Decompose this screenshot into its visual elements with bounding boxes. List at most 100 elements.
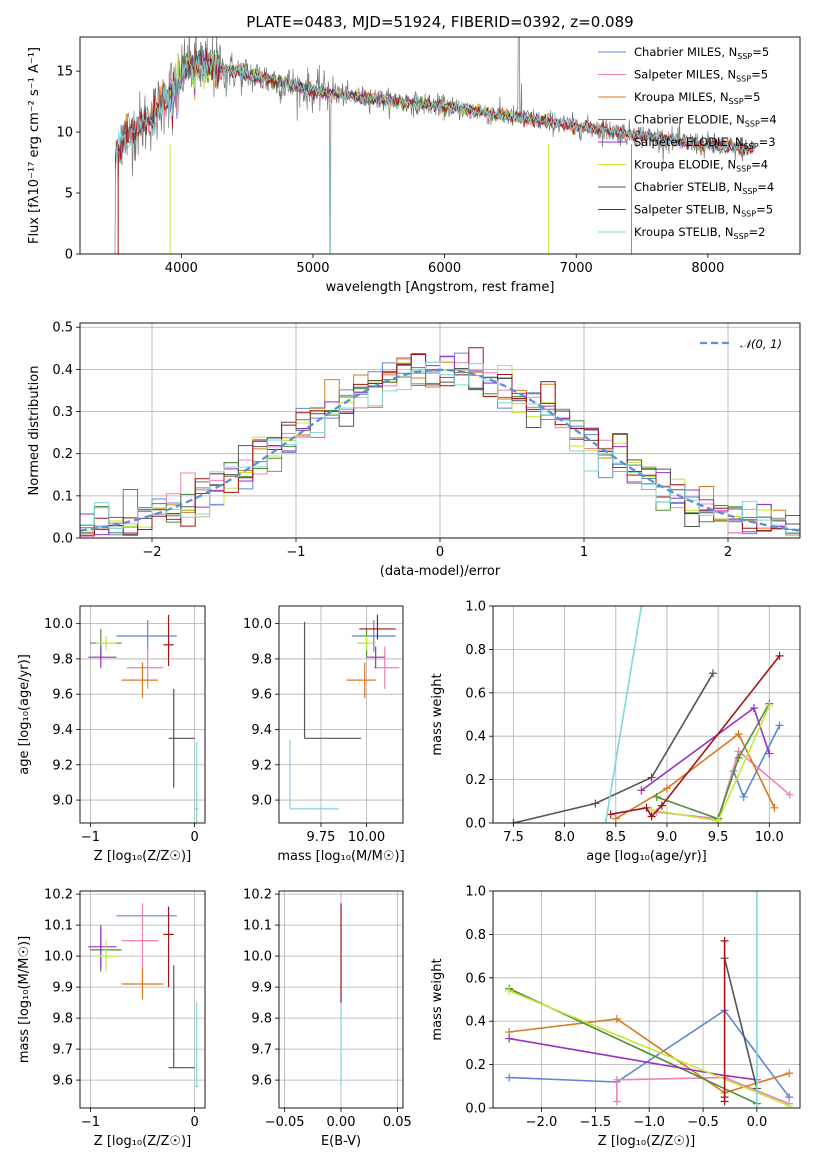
legend-entry: Kroupa STELIB, NSSP=2 bbox=[634, 225, 765, 241]
weight-marker bbox=[505, 1034, 514, 1043]
y-tick-label: 9.2 bbox=[52, 758, 73, 773]
y-tick-label: 0.1 bbox=[52, 489, 73, 504]
weight-marker bbox=[734, 753, 743, 762]
x-tick-label: 2 bbox=[724, 545, 732, 560]
y-axis-label: age [log₁₀(age/yr)] bbox=[17, 654, 32, 775]
plot-area bbox=[112, 37, 755, 254]
y-tick-label: 9.8 bbox=[52, 652, 73, 667]
weight-marker bbox=[734, 730, 743, 739]
legend-subscript: SSP bbox=[736, 75, 751, 84]
weight-marker bbox=[647, 812, 656, 821]
x-axis-label: Z [log₁₀(Z/Z☉)] bbox=[598, 1134, 695, 1149]
x-tick-label: 0 bbox=[190, 1115, 198, 1130]
y-axis-label: mass [log₁₀(M/M☉)] bbox=[17, 936, 32, 1063]
y-tick-label: 0.4 bbox=[52, 363, 73, 378]
weight-marker bbox=[739, 792, 748, 801]
legend-entry: Salpeter ELODIE, NSSP=3 bbox=[634, 135, 776, 151]
legend-subscript: SSP bbox=[744, 142, 759, 151]
x-tick-label: −1 bbox=[286, 545, 305, 560]
legend-entry: Salpeter STELIB, NSSP=5 bbox=[634, 203, 773, 219]
legend-entry: Kroupa MILES, NSSP=5 bbox=[634, 90, 760, 106]
y-tick-label: 15 bbox=[56, 65, 73, 80]
x-tick-label: 7000 bbox=[560, 261, 593, 276]
y-axis-label: Flux [fλ10⁻¹⁷ erg cm⁻² s⁻¹ A⁻¹] bbox=[27, 47, 42, 244]
legend-value: =5 bbox=[756, 203, 773, 217]
y-tick-label: 0.0 bbox=[465, 817, 486, 832]
weight-marker bbox=[652, 792, 661, 801]
x-tick-label: −2.0 bbox=[526, 1115, 558, 1130]
y-tick-label: 9.6 bbox=[251, 1074, 272, 1089]
weight-marker bbox=[612, 1097, 621, 1106]
x-tick-label: 0.00 bbox=[327, 1115, 356, 1130]
y-axis-label: mass weight bbox=[430, 958, 445, 1040]
weight-series bbox=[513, 672, 714, 823]
x-axis-label: Z [log₁₀(Z/Z☉)] bbox=[94, 1134, 191, 1149]
y-tick-label: 0.2 bbox=[465, 773, 486, 788]
x-tick-label: 9.0 bbox=[657, 830, 678, 845]
legend-entry: 𝒩(0, 1) bbox=[740, 337, 782, 351]
weight-marker bbox=[637, 606, 646, 610]
weight-marker bbox=[749, 703, 758, 712]
legend-subscript: SSP bbox=[737, 52, 752, 61]
legend-entry: Chabrier MILES, NSSP=5 bbox=[634, 45, 769, 61]
y-tick-label: 0.2 bbox=[465, 1058, 486, 1073]
weight-series bbox=[615, 732, 776, 820]
y-tick-label: 9.9 bbox=[52, 981, 73, 996]
axes-frame bbox=[79, 605, 206, 824]
weight-marker bbox=[637, 786, 646, 795]
axes-ebv-mass: −0.05 0.00 0.05 9.6 9.7 9.8 9.9 10.0 10.1 10.2 E(B… bbox=[243, 888, 412, 1149]
legend-value: =4 bbox=[757, 180, 774, 194]
legend-subscript: SSP bbox=[734, 232, 749, 241]
legend-subscript: SSP bbox=[742, 187, 757, 196]
axes-frame bbox=[278, 605, 404, 824]
plot-area bbox=[88, 614, 199, 823]
weight-marker bbox=[647, 773, 656, 782]
y-tick-label: 0.0 bbox=[52, 532, 73, 547]
histogram-series bbox=[80, 361, 800, 534]
y-tick-label: 0.4 bbox=[465, 730, 486, 745]
y-tick-label: 0.6 bbox=[465, 686, 486, 701]
x-tick-label: −0.05 bbox=[265, 1115, 305, 1130]
normal-curve bbox=[80, 368, 800, 532]
y-tick-label: 1.0 bbox=[465, 885, 486, 900]
weight-marker bbox=[775, 721, 784, 730]
y-axis-label: Normed distribution bbox=[27, 366, 42, 496]
x-tick-label: 1 bbox=[580, 545, 588, 560]
x-axis-label: E(B-V) bbox=[321, 1134, 361, 1149]
plot-area bbox=[80, 347, 800, 537]
y-tick-label: 10.2 bbox=[243, 888, 272, 903]
y-tick-label: 10.0 bbox=[44, 950, 73, 965]
y-tick-label: 9.0 bbox=[52, 794, 73, 809]
legend-value: =5 bbox=[751, 68, 768, 82]
y-tick-label: 0 bbox=[65, 248, 73, 263]
weight-marker bbox=[720, 936, 729, 945]
y-tick-label: 9.9 bbox=[251, 981, 272, 996]
legend-entry: Chabrier STELIB, NSSP=4 bbox=[634, 180, 774, 196]
weight-marker bbox=[752, 891, 761, 895]
legend-value: =3 bbox=[759, 135, 776, 149]
axes-frame bbox=[278, 890, 404, 1109]
legend-entry: Chabrier ELODIE, NSSP=4 bbox=[634, 113, 777, 129]
x-tick-label: −1 bbox=[81, 830, 100, 845]
weight-marker bbox=[720, 1097, 729, 1106]
legend: Chabrier MILES, NSSP=5 Salpeter MILES, NS… bbox=[598, 45, 777, 241]
weight-marker bbox=[509, 819, 518, 823]
weight-marker bbox=[505, 986, 514, 995]
y-tick-label: 9.4 bbox=[251, 723, 272, 738]
x-tick-label: 9.5 bbox=[708, 830, 729, 845]
x-tick-label: 0.05 bbox=[383, 1115, 412, 1130]
y-tick-label: 10.0 bbox=[44, 617, 73, 632]
weight-marker bbox=[657, 801, 666, 810]
x-tick-label: 9.75 bbox=[306, 830, 335, 845]
y-tick-label: 9.6 bbox=[52, 688, 73, 703]
x-tick-label: 6000 bbox=[428, 261, 461, 276]
x-axis-label: age [log₁₀(age/yr)] bbox=[586, 849, 707, 864]
x-tick-label: 8.0 bbox=[554, 830, 575, 845]
model-spectrum bbox=[115, 51, 755, 156]
x-tick-label: 0.0 bbox=[747, 1115, 768, 1130]
y-tick-label: 0.8 bbox=[465, 643, 486, 658]
legend-subscript: SSP bbox=[736, 165, 751, 174]
y-tick-label: 9.6 bbox=[52, 1074, 73, 1089]
legend-subscript: SSP bbox=[729, 97, 744, 106]
